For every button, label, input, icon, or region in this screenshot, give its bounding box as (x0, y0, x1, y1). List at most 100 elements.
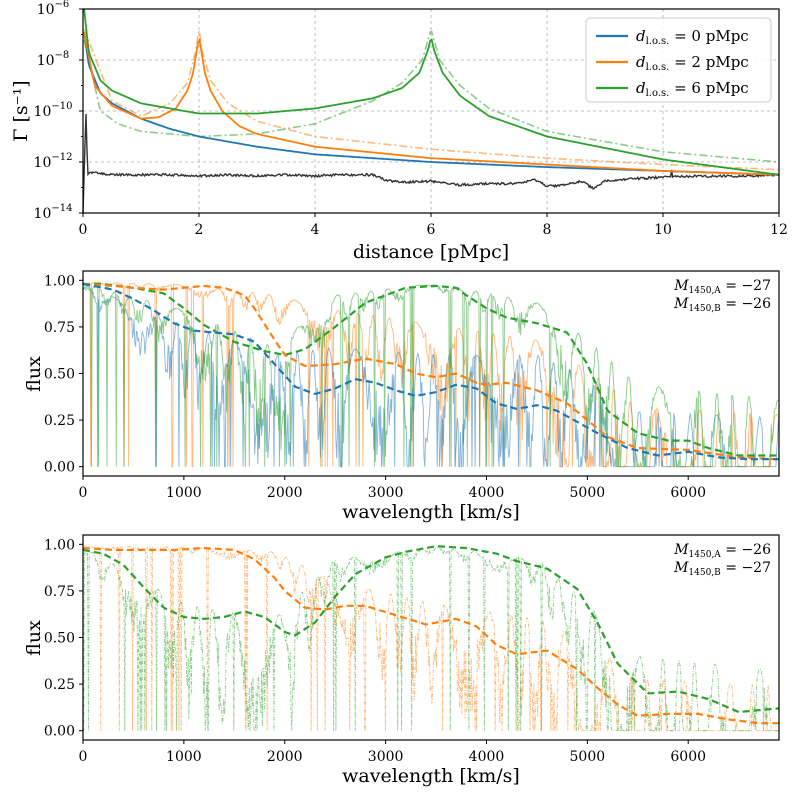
flux-panel-a: 0 1000 2000 3000 4000 5000 6000 0.000.250.500.… (23, 270, 780, 523)
gamma-ytick-label: 10−10 (34, 101, 73, 120)
flux-b-xtick-label: 4000 (469, 749, 505, 765)
annot-sub: 1450,B (688, 304, 721, 314)
legend-label: dl.o.s. = 2 pMpc (636, 53, 749, 73)
flux-b-ytick-label: 0.50 (44, 631, 75, 647)
gamma-ytick-label: 10−14 (34, 203, 73, 222)
flux-a-smoothed-line (82, 282, 780, 461)
legend-label: dl.o.s. = 6 pMpc (636, 79, 749, 99)
flux-b-xtick-label: 5000 (570, 749, 606, 765)
flux-b-ytick-label: 0.25 (44, 677, 75, 693)
gamma-ytick-base: 10 (37, 2, 55, 18)
legend-sub: l.o.s. (646, 62, 670, 73)
gamma-ytick-exp: −8 (55, 50, 70, 61)
gamma-series-line (83, 8, 780, 176)
flux-a-xtick-label: 2000 (267, 485, 303, 501)
annot-sym: M (673, 542, 689, 558)
gamma-series (82, 8, 780, 214)
flux-a-ylabel: flux (23, 356, 45, 392)
gamma-xtick-label: 10 (654, 222, 672, 238)
flux-a-xtick-label: 5000 (570, 485, 606, 501)
gamma-xlabel: distance [pMpc] (353, 241, 509, 263)
flux-a-y-ticks: 0.00 0.25 0.50 0.75 1.00 (44, 273, 83, 476)
legend-rest: = 6 pMpc (669, 79, 748, 97)
flux-a-xlabel: wavelength [km/s] (342, 501, 520, 523)
flux-b-spectrum-line (83, 547, 779, 732)
legend-sub: l.o.s. (646, 36, 670, 47)
annot-rest: = −26 (721, 296, 771, 312)
flux-a-ytick-label: 1.00 (44, 273, 75, 289)
flux-b-xtick-label: 0 (79, 749, 88, 765)
flux-a-xtick-label: 3000 (368, 485, 404, 501)
flux-b-xtick-label: 2000 (267, 749, 303, 765)
flux-a-spectrum-line (82, 286, 780, 468)
flux-b-ylabel: flux (23, 620, 45, 656)
flux-a-x-ticks: 0 1000 2000 3000 4000 5000 6000 (79, 476, 706, 501)
annot-sym: M (673, 560, 689, 576)
annot-sub: 1450,B (688, 568, 721, 578)
gamma-ytick-exp: −6 (55, 0, 70, 10)
flux-b-annotation-line: M1450,A = −26 (673, 542, 771, 560)
flux-a-annotation-line: M1450,A = −27 (673, 278, 771, 296)
gamma-xtick-label: 0 (79, 222, 88, 238)
legend-rest: = 0 pMpc (669, 27, 748, 45)
gamma-series-line (82, 113, 780, 214)
gamma-xtick-label: 2 (195, 222, 204, 238)
flux-b-ytick-label: 0.75 (44, 584, 75, 600)
gamma-ylabel: Γ [s⁻¹] (10, 80, 32, 141)
flux-b-xtick-label: 6000 (670, 749, 706, 765)
flux-a-smoothed-line (83, 282, 779, 457)
flux-a-xtick-label: 1000 (166, 485, 202, 501)
annot-sub: 1450,A (689, 286, 722, 296)
legend-sub: l.o.s. (646, 88, 670, 99)
gamma-xtick-label: 4 (311, 222, 320, 238)
gamma-ytick-exp: −12 (51, 152, 72, 163)
flux-b-xtick-label: 3000 (368, 749, 404, 765)
flux-panel-b: 0 1000 2000 3000 4000 5000 6000 0.00 0.25 0.50 0.… (23, 534, 780, 787)
flux-a-xtick-label: 6000 (670, 485, 706, 501)
legend-box (585, 17, 772, 103)
flux-b-ytick-label: 0.00 (44, 724, 75, 740)
gamma-ytick-base: 10 (37, 53, 55, 69)
flux-a-xtick-label: 0 (79, 485, 88, 501)
flux-a-ytick-label: 0.25 (44, 413, 75, 429)
gamma-ytick-base: 10 (34, 104, 52, 120)
gamma-ytick-base: 10 (34, 206, 52, 222)
gamma-xtick-label: 12 (770, 222, 788, 238)
flux-b-ytick-label: 1.00 (44, 537, 75, 553)
gamma-series-line (83, 31, 780, 176)
legend-label: dl.o.s. = 0 pMpc (636, 27, 749, 47)
gamma-x-ticks: 0 2 4 6 8 10 12 (79, 213, 788, 238)
flux-b-annotation-line: M1450,B = −27 (673, 560, 771, 578)
flux-a-ytick-label: 0.00 (44, 460, 75, 476)
gamma-ytick-label: 10−8 (37, 50, 70, 69)
gamma-ytick-label: 10−6 (37, 0, 70, 18)
annot-rest: = −26 (721, 542, 771, 558)
gamma-xtick-label: 8 (543, 222, 552, 238)
flux-a-ytick-label: 0.75 (44, 320, 75, 336)
legend-sym: d (636, 53, 646, 71)
flux-a-smoothed-line (82, 282, 779, 461)
legend-sym: d (636, 27, 646, 45)
annot-sym: M (673, 278, 689, 294)
gamma-ytick-label: 10−12 (34, 152, 73, 171)
gamma-series-line (83, 27, 780, 171)
flux-b-series (82, 545, 780, 732)
annot-rest: = −27 (721, 278, 771, 294)
flux-a-ytick-label: 0.50 (44, 367, 75, 383)
flux-a-annotation-line: M1450,B = −26 (673, 296, 771, 314)
gamma-ytick-exp: −10 (51, 101, 72, 112)
flux-b-xtick-label: 1000 (166, 749, 202, 765)
flux-a-spectrum-line (82, 281, 780, 468)
annot-sym: M (673, 296, 689, 312)
annot-rest: = −27 (721, 560, 771, 576)
flux-b-xlabel: wavelength [km/s] (342, 765, 520, 787)
flux-a-series (82, 281, 780, 468)
flux-b-x-ticks: 0 1000 2000 3000 4000 5000 6000 (79, 740, 706, 765)
legend-sym: d (636, 79, 646, 97)
